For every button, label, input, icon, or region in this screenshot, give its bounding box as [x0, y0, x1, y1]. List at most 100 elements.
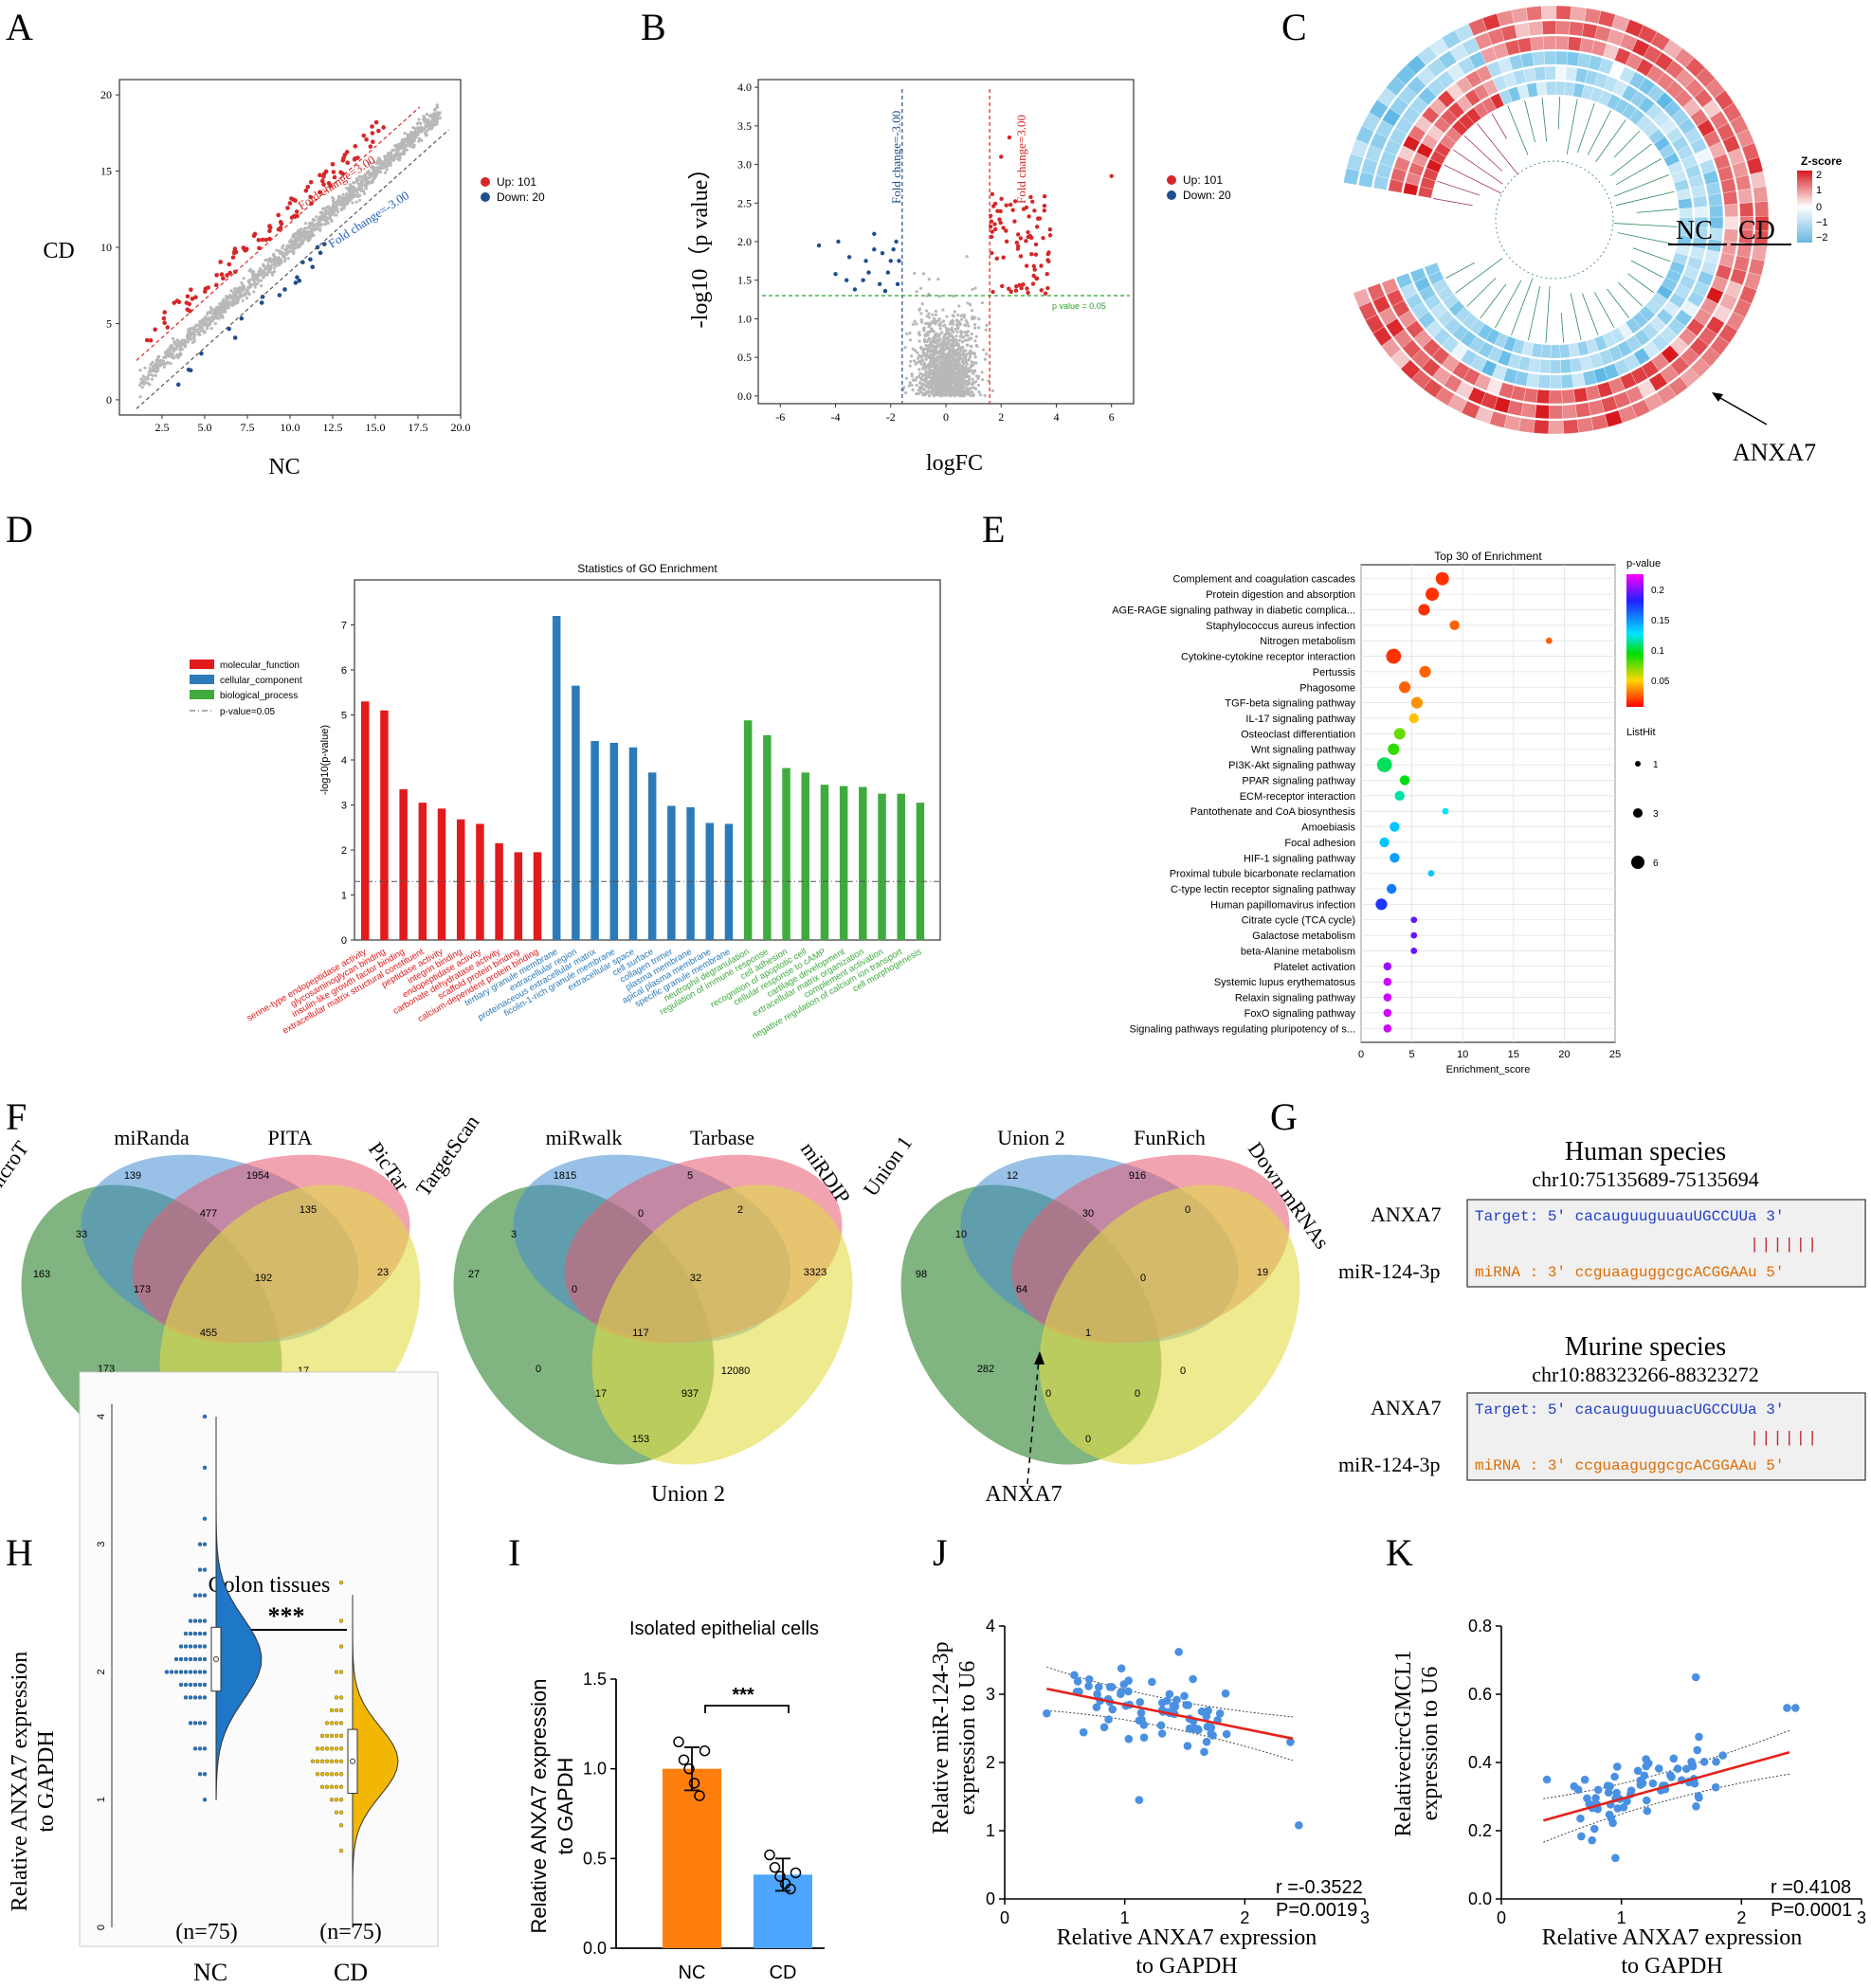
panel-a-point-ns: [404, 144, 408, 148]
panel-c-dendrogram-branch: [1570, 293, 1582, 341]
panel-b-ytick-label: 2.0: [737, 235, 752, 248]
panel-e-term-label: AGE-RAGE signaling pathway in diabetic c…: [1112, 605, 1355, 616]
panel-b-point-ns: [940, 392, 944, 396]
panel-a-point-ns: [308, 235, 313, 240]
panel-b-point-ns: [917, 331, 921, 334]
panel-b-point-up: [1004, 239, 1009, 244]
panel-f-region-count: 10: [955, 1229, 967, 1240]
panel-c-heatmap-cell: [1540, 344, 1552, 359]
panel-h-dot: [183, 1695, 189, 1700]
panel-b-point-ns: [910, 383, 914, 388]
panel-k-point: [1636, 1780, 1645, 1789]
panel-a-point-ns: [362, 190, 366, 193]
panel-b-point-ns: [918, 286, 923, 290]
panel-b-point-ns: [972, 323, 977, 327]
panel-f-venn-set-4: [591, 1184, 853, 1465]
panel-a-point-ns: [198, 319, 202, 324]
panel-b-point-ns: [932, 320, 936, 324]
panel-b-ytick-label: 0.5: [737, 351, 752, 364]
panel-b-point-ns: [925, 353, 929, 358]
panel-b-point-up: [1018, 236, 1024, 241]
panel-b-point-up: [1029, 235, 1034, 241]
panel-h-violin: [352, 1595, 399, 1928]
panel-k-point: [1576, 1814, 1585, 1823]
panel-b-point-ns: [918, 371, 922, 375]
panel-k-point: [1667, 1773, 1676, 1781]
panel-h-dot: [338, 1823, 344, 1828]
panel-b-point-ns: [959, 314, 963, 317]
panel-k-point: [1695, 1793, 1703, 1802]
panel-a-point-ns: [397, 152, 401, 155]
panel-h-dot: [197, 1682, 203, 1688]
panel-a-fold-down-line: [136, 129, 449, 409]
panel-b-point-ns: [927, 312, 931, 316]
panel-k-correlation: 0 1 2 30.00.20.40.60.8 r =0.4108 P=0.0001 R…: [1391, 1617, 1866, 1979]
panel-a-point-ns: [359, 178, 363, 182]
panel-k-ytick-label: 0.6: [1468, 1685, 1492, 1704]
panel-a-point-ns: [240, 280, 244, 285]
panel-b-point-ns: [938, 374, 942, 378]
panel-a-point-down: [322, 242, 327, 246]
panel-b-point-ns: [970, 309, 974, 313]
panel-c-dendrogram-branch: [1582, 293, 1599, 335]
panel-a-point-ns: [340, 201, 344, 205]
panel-h-significance: ***: [268, 1602, 305, 1630]
panel-b-point-up: [990, 204, 996, 208]
panel-b-point-ns: [961, 365, 965, 369]
panel-e-term-label: Citrate cycle (TCA cycle): [1242, 915, 1355, 927]
panel-a-ytick-label: 15: [100, 165, 112, 178]
panel-k-point: [1633, 1766, 1643, 1776]
panel-f-region-count: 1: [1085, 1328, 1091, 1339]
panel-b-point-up: [1000, 283, 1005, 289]
panel-b-point-down: [882, 288, 888, 294]
panel-b-point-ns: [962, 375, 967, 379]
panel-h-ytick-label: 2: [96, 1669, 107, 1674]
panel-k-point: [1610, 1772, 1619, 1781]
panel-f-anxa7-arrow: [1026, 1358, 1040, 1485]
panel-a-point-ns: [400, 137, 405, 142]
panel-g-binding-sites: Human species chr10:75135689-75135694 AN…: [1338, 1137, 1866, 1481]
panel-b-point-ns: [973, 387, 978, 391]
panel-a-point-up: [230, 255, 236, 260]
panel-h-dot: [197, 1593, 203, 1598]
panel-k-point: [1613, 1804, 1623, 1813]
panel-a-point-ns: [154, 373, 157, 377]
panel-c-dendrogram-branch: [1576, 102, 1595, 154]
panel-a-point-down: [308, 257, 313, 262]
panel-b-point-ns: [961, 383, 965, 387]
panel-c-dendrogram-branch: [1595, 118, 1626, 163]
panel-letter-g: G: [1270, 1095, 1298, 1138]
panel-h-dot: [338, 1746, 344, 1751]
panel-a-point-ns: [423, 127, 427, 131]
panel-j-point: [1202, 1712, 1211, 1721]
panel-a-point-up: [176, 299, 182, 305]
panel-b-point-up: [998, 220, 1003, 226]
panel-b-point-ns: [957, 346, 962, 350]
panel-b-legend-down-swatch: [1167, 190, 1176, 200]
panel-h-dot: [338, 1733, 344, 1739]
panel-c-heatmap-cell: [1555, 35, 1570, 50]
panel-a-point-ns: [192, 331, 196, 334]
panel-a-point-up: [218, 260, 223, 264]
panel-a-point-ns: [232, 296, 236, 299]
panel-b-point-ns: [964, 360, 969, 364]
panel-b-point-ns: [919, 362, 923, 366]
panel-b-point-ns: [938, 321, 942, 325]
panel-b-point-down: [861, 278, 865, 282]
panel-b-point-ns: [922, 347, 927, 351]
panel-b-point-ns: [926, 390, 931, 395]
panel-a-point-ns: [262, 276, 265, 280]
panel-c-heatmap-cell: [1514, 22, 1531, 39]
panel-f-region-count: 32: [690, 1273, 701, 1284]
panel-b-point-ns: [956, 368, 960, 371]
panel-b-fc-right-label: Fold change=3.00: [1014, 115, 1028, 204]
panel-h-dot: [197, 1746, 203, 1751]
panel-e-dot: [1398, 681, 1411, 694]
panel-a-point-up: [190, 297, 195, 301]
panel-b-point-ns: [920, 377, 924, 382]
panel-letter-b: B: [641, 6, 666, 48]
panel-j-xlabel-line1: Relative ANXA7 expression: [1057, 1925, 1317, 1950]
panel-f-set-label: miRwalk: [546, 1126, 623, 1149]
panel-j-point: [1180, 1691, 1189, 1701]
panel-b-point-ns: [922, 337, 927, 341]
